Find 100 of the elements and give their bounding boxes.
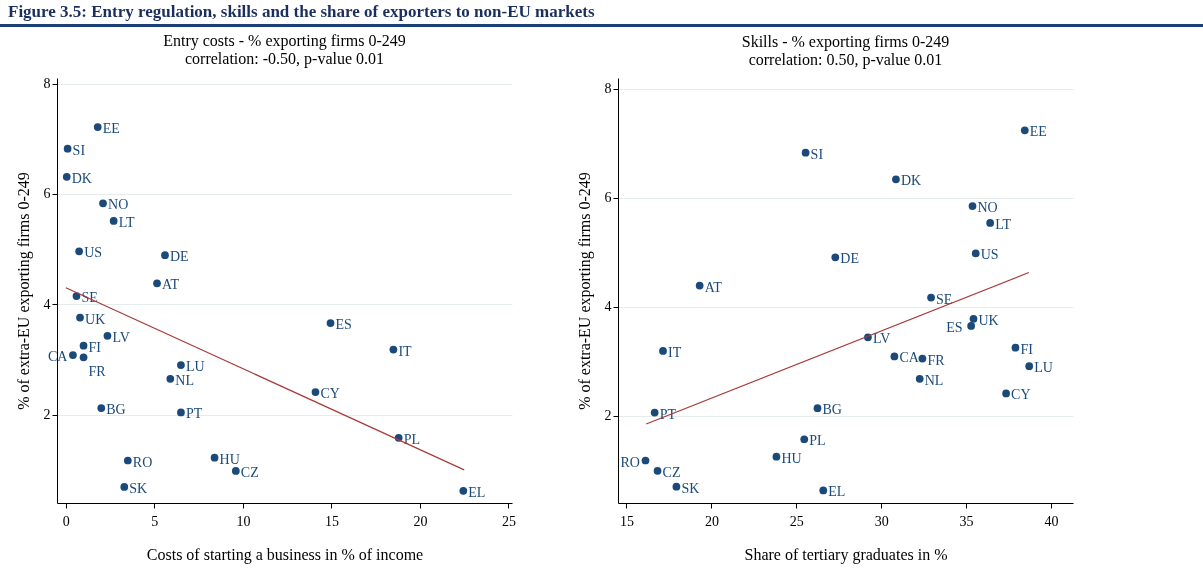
point: [177, 408, 185, 417]
y-tick-label: 6: [43, 186, 51, 202]
point: [918, 354, 927, 363]
data-label: LT: [118, 214, 135, 230]
data-label: DE: [170, 249, 189, 265]
data-label: UK: [85, 311, 106, 327]
x-tick-label: 40: [1044, 513, 1059, 529]
point: [75, 247, 83, 256]
data-label: SK: [129, 480, 148, 496]
data-label: US: [84, 245, 103, 261]
point: [1002, 389, 1010, 398]
x-tick-label: 25: [789, 513, 804, 529]
data-label: EL: [828, 484, 846, 500]
data-label: LU: [1034, 360, 1053, 376]
point: [968, 202, 977, 210]
data-label: LU: [185, 359, 205, 375]
point: [915, 374, 924, 383]
point: [1025, 362, 1034, 371]
point: [389, 345, 398, 354]
point: [97, 404, 106, 412]
data-label: SK: [681, 480, 700, 496]
data-label: CA: [899, 350, 920, 366]
chart-title: Entry costs - % exporting firms 0-249: [163, 31, 406, 50]
data-label: FI: [88, 339, 102, 355]
point: [659, 347, 667, 355]
data-label: RO: [620, 454, 640, 470]
point: [1011, 343, 1020, 352]
data-label: BG: [106, 402, 126, 418]
chart-title: Skills - % exporting firms 0-249: [741, 33, 950, 51]
y-axis-title: % of extra-EU exporting firms 0-249: [575, 172, 594, 410]
y-tick-label: 8: [604, 81, 612, 97]
chart-subtitle: correlation: 0.50, p-value 0.01: [748, 51, 943, 69]
data-label: BG: [822, 402, 842, 418]
caption: Figure 3.5: Entry regulation, skills and the share of exporters to non-EU markets: [0, 0, 1203, 27]
data-label: LV: [112, 329, 130, 345]
data-label: SI: [72, 142, 86, 158]
point: [653, 466, 662, 475]
data-label: DK: [900, 173, 922, 189]
data-label: CY: [1011, 387, 1031, 403]
point: [890, 352, 899, 361]
point: [641, 456, 650, 465]
point: [695, 281, 704, 290]
point: [969, 314, 978, 323]
point: [967, 322, 976, 330]
point: [813, 404, 822, 413]
y-tick-label: 4: [604, 299, 612, 315]
y-tick-label: 2: [43, 407, 51, 423]
point: [927, 293, 935, 302]
data-label: FR: [927, 352, 946, 368]
point: [819, 486, 828, 495]
data-label: CZ: [240, 464, 259, 480]
data-label: PL: [809, 433, 826, 449]
data-label: NL: [175, 372, 194, 388]
data-label: HU: [219, 451, 240, 467]
data-label: UK: [978, 312, 999, 328]
point: [166, 374, 175, 383]
data-label: DK: [71, 170, 92, 186]
point: [210, 453, 219, 462]
point: [459, 486, 468, 495]
x-tick-label: 30: [874, 513, 889, 529]
data-label: AT: [704, 279, 723, 295]
point: [772, 452, 781, 461]
x-tick-label: 0: [62, 513, 70, 529]
point: [986, 219, 995, 227]
x-tick-label: 10: [236, 513, 251, 529]
point: [326, 319, 335, 327]
data-label: NO: [977, 200, 998, 216]
point: [123, 456, 132, 465]
point: [231, 467, 240, 475]
data-label: DE: [840, 251, 859, 267]
data-label: NO: [108, 197, 129, 213]
data-label: EE: [102, 121, 120, 137]
x-tick-label: 25: [501, 513, 516, 529]
data-label: EE: [1029, 124, 1047, 140]
data-label: IT: [667, 344, 682, 360]
x-tick-label: 35: [959, 513, 974, 529]
data-label: CY: [320, 386, 340, 402]
data-label: ES: [946, 319, 963, 335]
data-label: IT: [398, 343, 413, 359]
point: [99, 199, 107, 208]
point: [103, 331, 112, 340]
point: [1020, 126, 1029, 135]
chart-subtitle: correlation: -0.50, p-value 0.01: [184, 49, 385, 68]
data-label: PL: [403, 431, 421, 447]
data-label: CZ: [662, 464, 681, 480]
point: [62, 172, 71, 181]
y-tick-label: 4: [43, 296, 51, 312]
data-label: EL: [468, 484, 486, 500]
x-axis-title: Share of tertiary graduates in %: [744, 545, 948, 564]
x-tick-label: 20: [704, 513, 719, 529]
point: [63, 144, 72, 153]
point: [76, 313, 84, 322]
point: [69, 351, 77, 359]
point: [892, 175, 900, 184]
point: [971, 249, 980, 258]
y-tick-label: 6: [604, 190, 612, 206]
point: [79, 341, 88, 350]
point: [161, 251, 169, 260]
point: [800, 435, 809, 444]
point: [177, 361, 185, 369]
